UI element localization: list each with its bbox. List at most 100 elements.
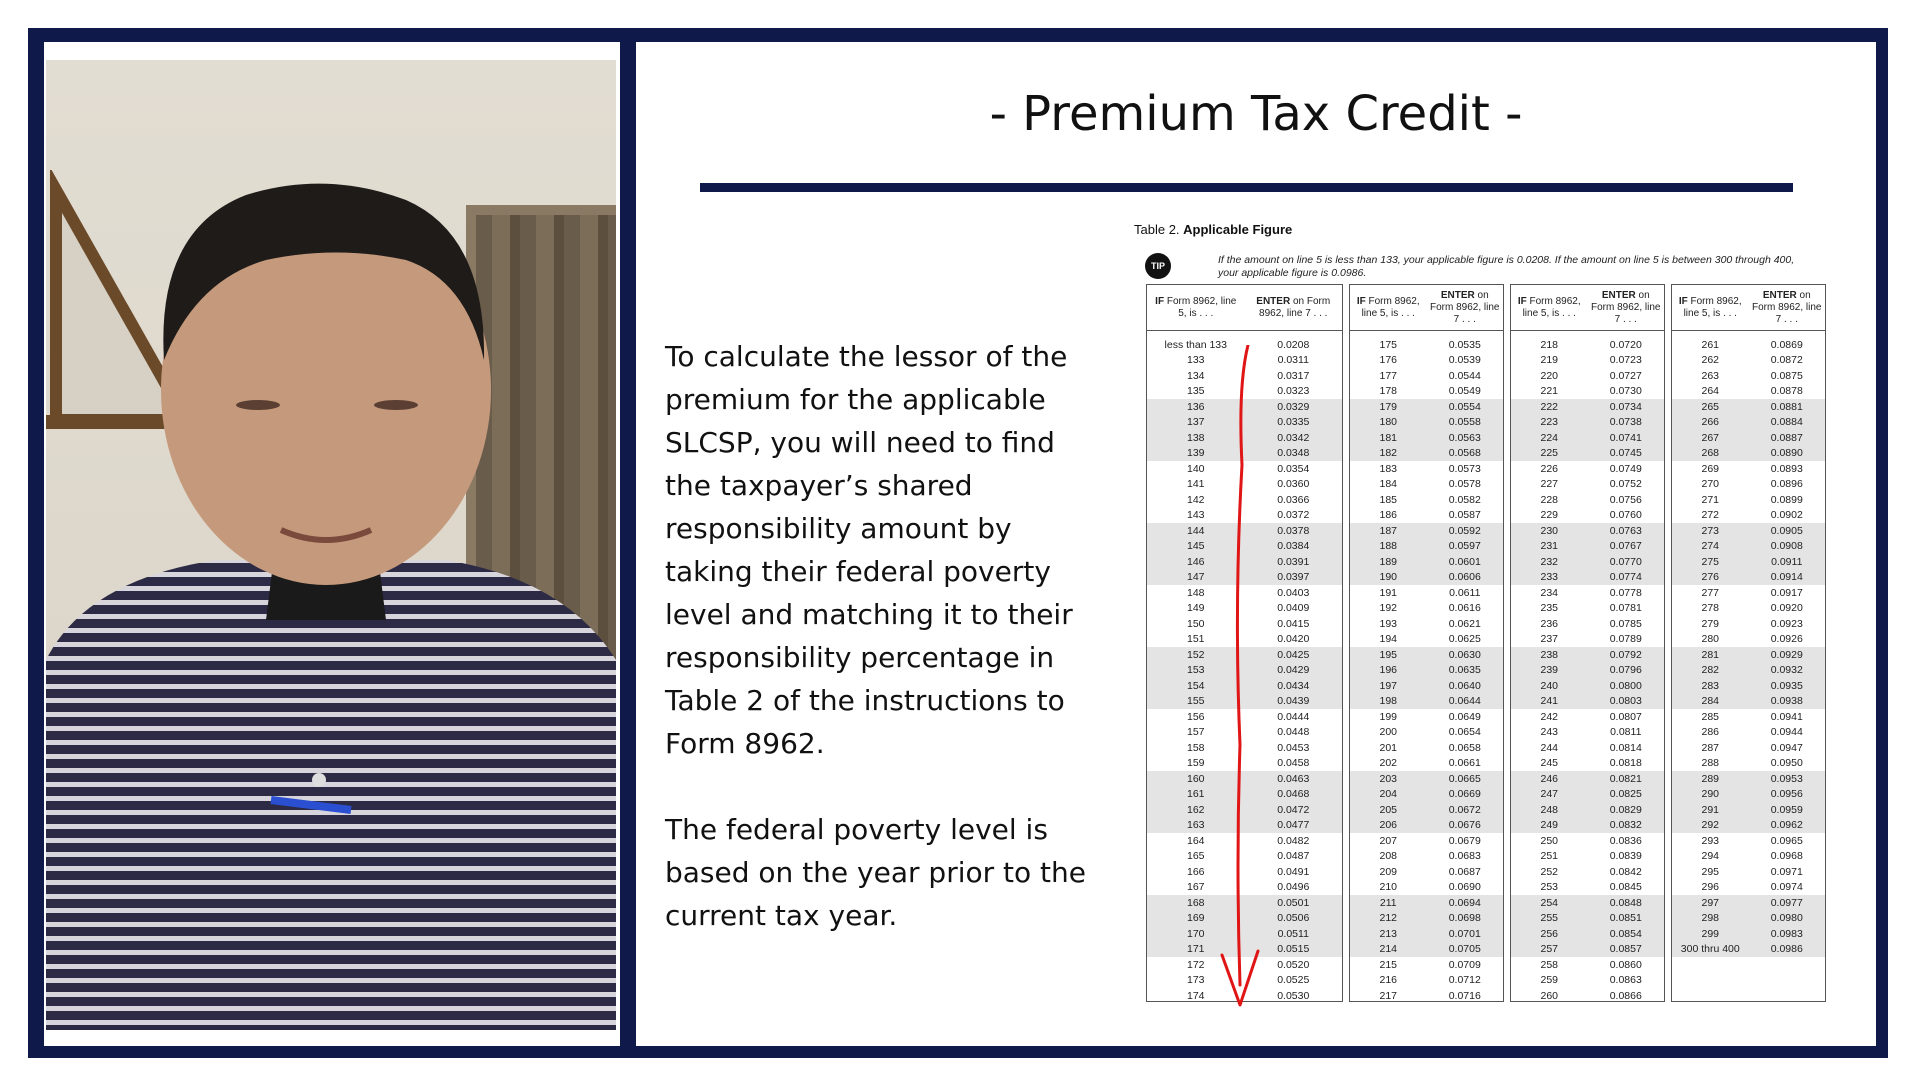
applicable-figure-value: 0.0549: [1448, 385, 1481, 398]
header-if-keyword: IF: [1356, 295, 1366, 307]
fpl-value: 273: [1701, 524, 1720, 537]
table-row: 288 0.0950: [1672, 756, 1825, 772]
fpl-value: 225: [1540, 447, 1559, 460]
fpl-value: 240: [1540, 679, 1559, 692]
applicable-figure-value: 0.0899: [1770, 493, 1803, 506]
applicable-figure-value: 0.0767: [1609, 540, 1642, 553]
applicable-figure-value: 0.0896: [1770, 478, 1803, 491]
table-row: 297 0.0977: [1672, 895, 1825, 911]
applicable-figure-value: 0.0734: [1609, 400, 1642, 413]
fpl-value: 182: [1379, 447, 1398, 460]
table-row: 156 0.0444: [1147, 709, 1342, 725]
applicable-figure-value: 0.0778: [1609, 586, 1642, 599]
fpl-value: 213: [1379, 927, 1398, 940]
applicable-figure-value: 0.0342: [1277, 431, 1310, 444]
applicable-figure-value: 0.0539: [1448, 354, 1481, 367]
table-row: 264 0.0878: [1672, 384, 1825, 400]
fpl-value: 167: [1186, 881, 1205, 894]
applicable-figure-value: 0.0914: [1770, 571, 1803, 584]
table-row: 226 0.0749: [1511, 461, 1664, 477]
applicable-figure-value: 0.0558: [1448, 416, 1481, 429]
header-if-text: Form 8962, line 5, is . . .: [1522, 295, 1581, 319]
fpl-value: 180: [1379, 416, 1398, 429]
fpl-value: 247: [1540, 788, 1559, 801]
fpl-value: 155: [1186, 695, 1205, 708]
applicable-figure-value: 0.0453: [1277, 741, 1310, 754]
table-row: 300 thru 400 0.0986: [1672, 941, 1825, 957]
table-row: 204 0.0669: [1350, 786, 1503, 802]
table-row: 193 0.0621: [1350, 616, 1503, 632]
applicable-figure-value: 0.0511: [1277, 927, 1309, 940]
applicable-figure-value: 0.0360: [1277, 478, 1310, 491]
applicable-figure-value: 0.0482: [1277, 834, 1310, 847]
table-row: 188 0.0597: [1350, 538, 1503, 554]
applicable-figure-value: 0.0429: [1277, 664, 1310, 677]
fpl-value: 181: [1379, 431, 1398, 444]
applicable-figure-value: 0.0698: [1448, 912, 1481, 925]
applicable-figure-value: 0.0727: [1609, 369, 1642, 382]
fpl-value: 227: [1540, 478, 1559, 491]
table-row: 271 0.0899: [1672, 492, 1825, 508]
fpl-value: 135: [1186, 385, 1205, 398]
header-enter-cell: ENTER on Form 8962, line 7 . . .: [1588, 285, 1665, 330]
table-row: 187 0.0592: [1350, 523, 1503, 539]
table-row: 133 0.0311: [1147, 353, 1342, 369]
applicable-figure-value: 0.0730: [1609, 385, 1642, 398]
fpl-value: 156: [1186, 710, 1205, 723]
header-enter-text: on Form 8962, line 7 . . .: [1259, 295, 1331, 319]
fpl-value: 184: [1379, 478, 1398, 491]
table-row: 243 0.0811: [1511, 725, 1664, 741]
fpl-value: 141: [1186, 478, 1205, 491]
tip-icon: TIP: [1145, 253, 1171, 279]
fpl-value: 228: [1540, 493, 1559, 506]
fpl-value: 150: [1186, 617, 1205, 630]
table-row: 170 0.0511: [1147, 926, 1342, 942]
table-header: IF Form 8962, line 5, is . . . ENTER on F…: [1672, 285, 1825, 331]
fpl-value: 262: [1701, 354, 1720, 367]
fpl-value: 170: [1186, 927, 1205, 940]
applicable-figure-value: 0.0554: [1448, 400, 1481, 413]
applicable-figure-value: 0.0630: [1448, 648, 1481, 661]
applicable-figure-value: 0.0890: [1770, 447, 1803, 460]
table-row: 208 0.0683: [1350, 849, 1503, 865]
applicable-figure-value: 0.0665: [1448, 772, 1481, 785]
table-row: 177 0.0544: [1350, 368, 1503, 384]
applicable-figure-value: 0.0854: [1609, 927, 1642, 940]
table-row: 293 0.0965: [1672, 833, 1825, 849]
fpl-value: 260: [1540, 989, 1559, 1002]
table-row: 263 0.0875: [1672, 368, 1825, 384]
fpl-value: 270: [1701, 478, 1720, 491]
header-enter-text: on Form 8962, line 7 . . .: [1430, 289, 1500, 325]
table-row: 262 0.0872: [1672, 353, 1825, 369]
applicable-figure-value: 0.0803: [1609, 695, 1642, 708]
applicable-figure-value: 0.0950: [1770, 757, 1803, 770]
applicable-figure-value: 0.0366: [1277, 493, 1310, 506]
applicable-figure-value: 0.0800: [1609, 679, 1642, 692]
fpl-value: 291: [1701, 803, 1720, 816]
table-row: 180 0.0558: [1350, 414, 1503, 430]
applicable-figure-value: 0.0354: [1277, 462, 1310, 475]
fpl-value: 192: [1379, 602, 1398, 615]
fpl-value: 298: [1701, 912, 1720, 925]
table-row: 137 0.0335: [1147, 414, 1342, 430]
applicable-figure-value: 0.0672: [1448, 803, 1481, 816]
applicable-figure-value: 0.0869: [1770, 338, 1803, 351]
table-row: 275 0.0911: [1672, 554, 1825, 570]
fpl-value: 251: [1540, 850, 1559, 863]
presenter-video: [46, 60, 616, 1030]
applicable-figure-value: 0.0938: [1770, 695, 1803, 708]
table-row: 281 0.0929: [1672, 647, 1825, 663]
fpl-value: 171: [1186, 943, 1205, 956]
fpl-value: 169: [1186, 912, 1205, 925]
body-paragraph-2: The federal poverty level is based on th…: [665, 813, 1086, 932]
fpl-value: 160: [1186, 772, 1205, 785]
applicable-figure-value: 0.0741: [1609, 431, 1642, 444]
table-row: 295 0.0971: [1672, 864, 1825, 880]
header-if-cell: IF Form 8962, line 5, is . . .: [1350, 285, 1427, 330]
applicable-figure-value: 0.0836: [1609, 834, 1642, 847]
table-row: 150 0.0415: [1147, 616, 1342, 632]
fpl-value: 238: [1540, 648, 1559, 661]
table-row: 163 0.0477: [1147, 817, 1342, 833]
applicable-figure-value: 0.0616: [1448, 602, 1481, 615]
applicable-figure-value: 0.0845: [1609, 881, 1642, 894]
